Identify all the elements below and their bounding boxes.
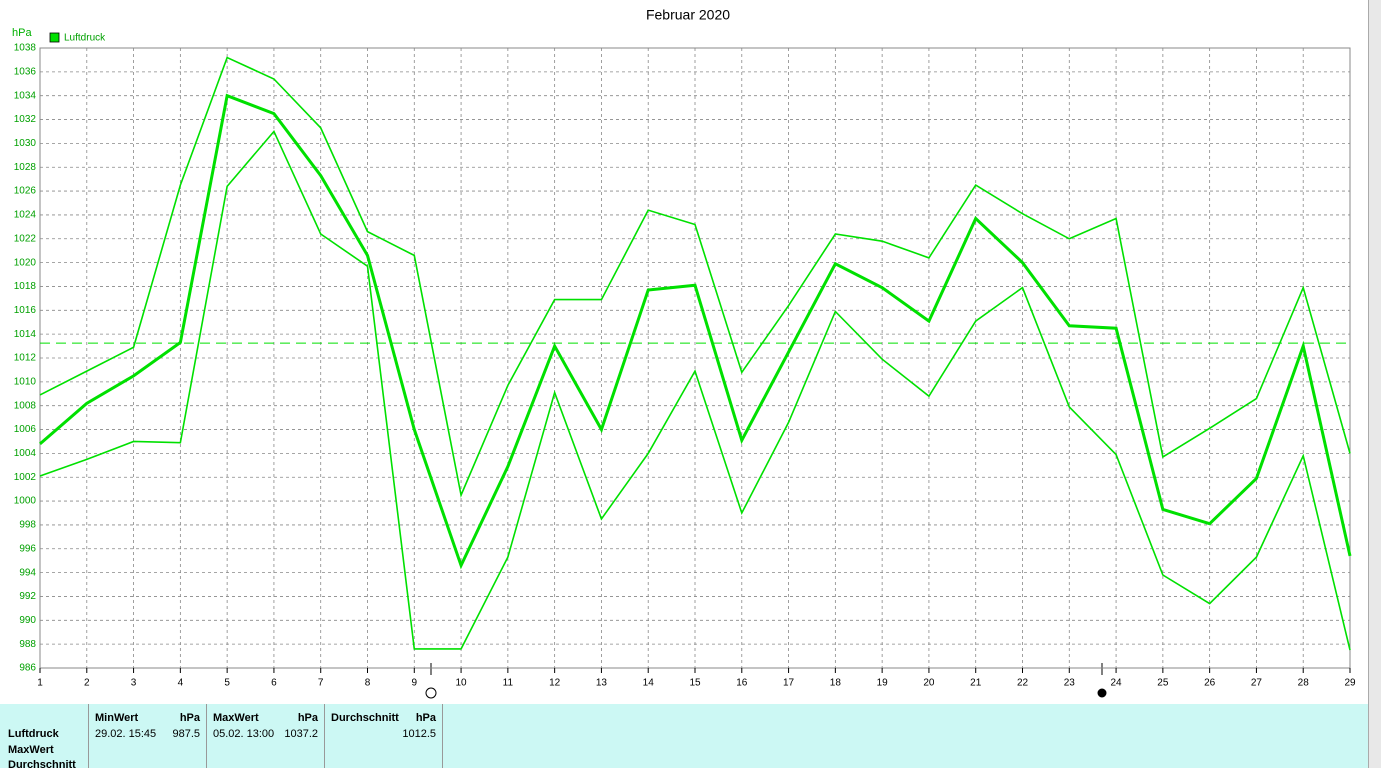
column-header: MaxWert bbox=[213, 712, 259, 724]
x-tick-label: 18 bbox=[830, 678, 842, 689]
x-tick-label: 20 bbox=[923, 678, 935, 689]
x-tick-label: 6 bbox=[271, 678, 277, 689]
y-axis-label: hPa bbox=[12, 27, 32, 39]
y-tick-label: 1006 bbox=[14, 424, 37, 435]
y-tick-label: 988 bbox=[19, 639, 36, 650]
x-tick-label: 17 bbox=[783, 678, 795, 689]
x-tick-label: 23 bbox=[1064, 678, 1076, 689]
row-label: MaxWert bbox=[8, 744, 54, 756]
stats-column: MinWert hPa 29.02. 15:45 987.5 bbox=[88, 704, 206, 768]
x-tick-label: 8 bbox=[365, 678, 371, 689]
stat-time: 29.02. 15:45 bbox=[95, 728, 157, 740]
x-tick-label: 1 bbox=[37, 678, 43, 689]
x-tick-label: 2 bbox=[84, 678, 90, 689]
chart-title: Februar 2020 bbox=[646, 7, 730, 23]
y-tick-label: 1024 bbox=[14, 210, 37, 221]
x-tick-label: 27 bbox=[1251, 678, 1263, 689]
y-tick-label: 1032 bbox=[14, 114, 37, 125]
x-tick-label: 24 bbox=[1111, 678, 1123, 689]
data-line bbox=[39, 56, 1351, 498]
column-unit: hPa bbox=[415, 712, 436, 724]
column-header: Durchschnitt bbox=[331, 712, 399, 724]
stats-panel: Luftdruck MaxWert Durchschnitt MinWert h… bbox=[0, 704, 1368, 771]
x-tick-label: 12 bbox=[549, 678, 561, 689]
column-unit: hPa bbox=[179, 712, 200, 724]
x-tick-label: 4 bbox=[178, 678, 184, 689]
moon-icon bbox=[425, 687, 437, 699]
legend-swatch bbox=[49, 32, 60, 43]
y-tick-label: 992 bbox=[19, 591, 36, 602]
stats-column: Durchschnitt hPa 1012.5 bbox=[324, 704, 443, 768]
data-line bbox=[39, 129, 1351, 651]
y-tick-label: 1022 bbox=[14, 233, 37, 244]
moon-icon bbox=[1097, 688, 1107, 698]
y-tick-label: 994 bbox=[19, 567, 36, 578]
row-label: Luftdruck bbox=[8, 728, 59, 740]
x-tick-label: 21 bbox=[970, 678, 982, 689]
x-tick-label: 22 bbox=[1017, 678, 1029, 689]
stats-column: MaxWert hPa 05.02. 13:00 1037.2 bbox=[206, 704, 324, 768]
y-tick-label: 1016 bbox=[14, 305, 37, 316]
x-tick-label: 25 bbox=[1157, 678, 1169, 689]
column-header: MinWert bbox=[95, 712, 139, 724]
x-tick-label: 5 bbox=[224, 678, 230, 689]
y-tick-label: 990 bbox=[19, 615, 36, 626]
y-tick-label: 1000 bbox=[14, 496, 37, 507]
data-line bbox=[39, 93, 1352, 570]
y-tick-label: 1010 bbox=[14, 376, 37, 387]
y-tick-label: 1030 bbox=[14, 138, 37, 149]
x-tick-label: 19 bbox=[877, 678, 889, 689]
x-tick-label: 16 bbox=[736, 678, 748, 689]
x-tick-label: 26 bbox=[1204, 678, 1216, 689]
stat-value: 1012.5 bbox=[402, 728, 436, 740]
y-tick-label: 1028 bbox=[14, 162, 37, 173]
x-tick-label: 13 bbox=[596, 678, 608, 689]
y-tick-label: 986 bbox=[19, 663, 36, 674]
y-tick-label: 1036 bbox=[14, 66, 37, 77]
x-tick-label: 9 bbox=[412, 678, 418, 689]
y-tick-label: 1034 bbox=[14, 90, 37, 101]
y-tick-label: 1026 bbox=[14, 186, 37, 197]
x-tick-label: 7 bbox=[318, 678, 324, 689]
y-tick-label: 1008 bbox=[14, 400, 37, 411]
x-tick-label: 28 bbox=[1298, 678, 1310, 689]
x-tick-label: 3 bbox=[131, 678, 137, 689]
y-tick-label: 1020 bbox=[14, 257, 37, 268]
y-tick-label: 1004 bbox=[14, 448, 37, 459]
x-tick-label: 15 bbox=[689, 678, 701, 689]
x-tick-label: 29 bbox=[1344, 678, 1356, 689]
y-tick-label: 1038 bbox=[14, 43, 37, 54]
stat-value: 987.5 bbox=[172, 728, 200, 740]
y-tick-label: 996 bbox=[19, 543, 36, 554]
row-label: Durchschnitt bbox=[8, 759, 76, 771]
stat-value: 1037.2 bbox=[284, 728, 318, 740]
chart: Februar 2020 hPa 98698899099299499699810… bbox=[12, 7, 1356, 699]
column-unit: hPa bbox=[297, 712, 318, 724]
legend-label: Luftdruck bbox=[64, 33, 106, 44]
y-tick-label: 1018 bbox=[14, 281, 37, 292]
y-tick-label: 1012 bbox=[14, 353, 37, 364]
y-tick-label: 1002 bbox=[14, 472, 37, 483]
side-panel bbox=[1368, 0, 1381, 768]
x-tick-label: 14 bbox=[643, 678, 655, 689]
y-tick-label: 998 bbox=[19, 520, 36, 531]
x-tick-label: 10 bbox=[456, 678, 468, 689]
x-tick-label: 11 bbox=[503, 678, 514, 689]
y-tick-label: 1014 bbox=[14, 329, 37, 340]
stat-time: 05.02. 13:00 bbox=[213, 728, 275, 740]
